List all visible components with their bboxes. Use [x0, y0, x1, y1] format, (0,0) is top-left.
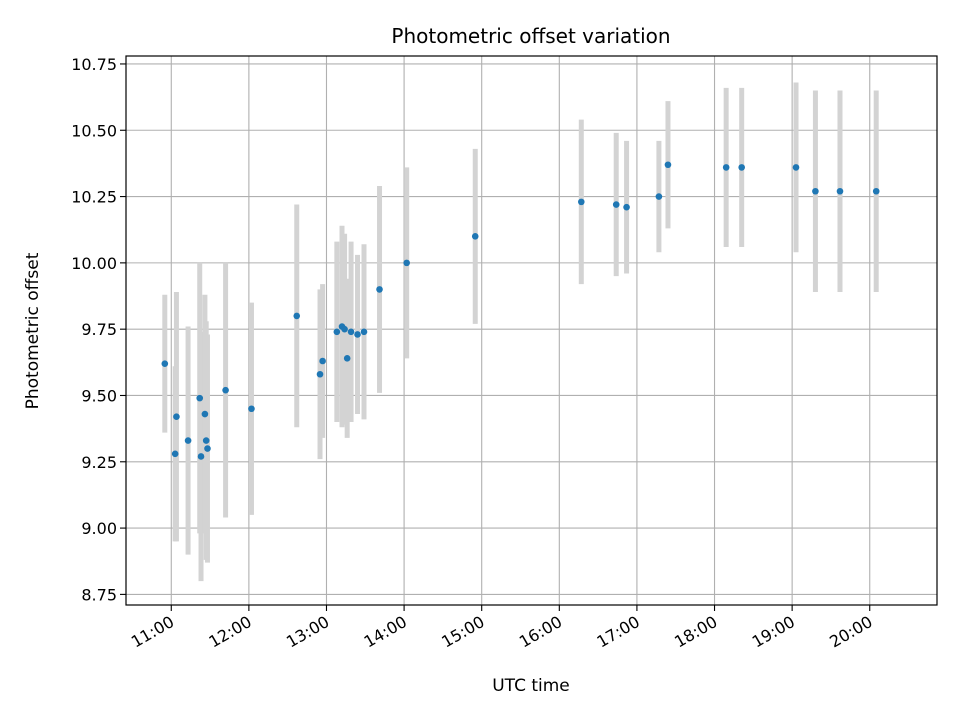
- data-point: [623, 203, 630, 211]
- data-point: [792, 164, 800, 171]
- y-tick-label: 10.00: [71, 254, 117, 273]
- data-point: [655, 193, 663, 200]
- data-point: [376, 286, 383, 293]
- y-tick-label: 9.50: [81, 386, 117, 405]
- y-tick-label: 9.00: [81, 519, 117, 538]
- data-point: [347, 328, 355, 336]
- data-point: [202, 437, 210, 444]
- data-point: [343, 355, 351, 362]
- data-point: [184, 437, 192, 444]
- chart-title: Photometric offset variation: [391, 24, 670, 48]
- data-point: [471, 233, 479, 240]
- data-point: [403, 259, 410, 267]
- data-point: [222, 386, 229, 394]
- data-point: [612, 201, 620, 208]
- data-point: [293, 312, 301, 320]
- grid-lines: [126, 56, 937, 605]
- data-points: [161, 161, 880, 460]
- data-point: [812, 187, 819, 195]
- data-point: [341, 325, 348, 333]
- data-point: [872, 187, 880, 195]
- data-point: [333, 328, 341, 336]
- data-point: [319, 357, 326, 365]
- data-point: [664, 161, 672, 169]
- y-tick-label: 9.75: [81, 320, 117, 339]
- data-point: [171, 450, 179, 458]
- data-point: [197, 453, 205, 460]
- data-point: [360, 328, 368, 336]
- y-tick-label: 8.75: [81, 585, 117, 604]
- y-axis-title: Photometric offset: [23, 252, 43, 409]
- data-point: [316, 370, 324, 378]
- data-point: [196, 394, 204, 402]
- data-point: [738, 164, 745, 171]
- x-axis-title: UTC time: [492, 676, 570, 696]
- y-tick-label: 10.75: [71, 55, 117, 74]
- y-tick-label: 10.25: [71, 188, 117, 207]
- data-point: [722, 164, 730, 171]
- y-axis-ticks: 8.75 9.00 9.25 9.50 9.75 10.00 10.25 10.50 10.75: [71, 55, 126, 604]
- data-point: [173, 413, 180, 420]
- data-point: [161, 360, 169, 367]
- data-point: [201, 410, 209, 418]
- data-point: [577, 198, 585, 206]
- data-point: [354, 331, 361, 338]
- data-point: [836, 187, 844, 195]
- data-point: [204, 445, 211, 452]
- y-tick-label: 9.25: [81, 453, 117, 472]
- plot-frame: [125, 55, 938, 606]
- data-point: [248, 405, 255, 413]
- y-tick-label: 10.50: [71, 121, 117, 140]
